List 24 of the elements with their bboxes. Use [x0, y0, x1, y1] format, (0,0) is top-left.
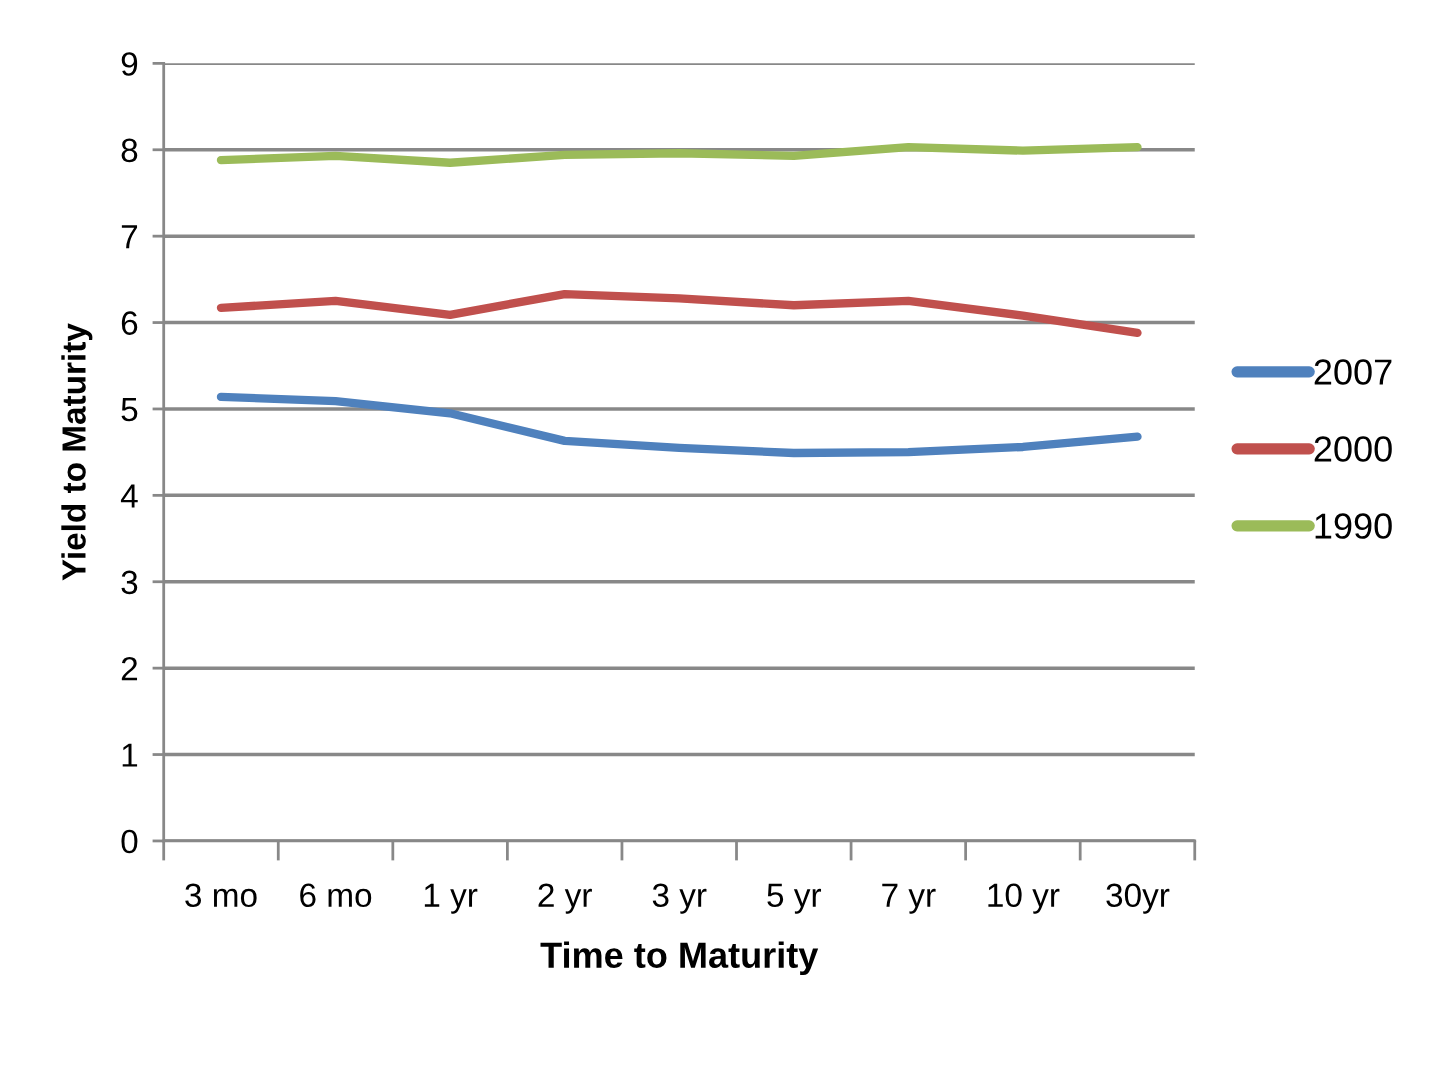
x-tick-label: 1 yr — [424, 883, 478, 914]
y-tick-label: 4 — [120, 484, 138, 508]
y-axis-title: Yield to Maturity — [61, 323, 93, 581]
y-tick-label: 7 — [121, 225, 138, 249]
x-tick-label: 3 mo — [185, 883, 257, 908]
x-tick-label: 30yr — [1106, 883, 1170, 914]
y-tick-label: 9 — [121, 52, 138, 76]
y-tick-label: 2 — [121, 656, 138, 681]
y-tick-label: 5 — [121, 398, 138, 422]
legend-label: 1990 — [1315, 513, 1392, 539]
x-tick-label: 5 yr — [767, 883, 822, 914]
x-tick-label: 10 yr — [988, 883, 1060, 914]
x-tick-label: 2 yr — [538, 883, 592, 914]
x-tick-label: 7 yr — [882, 883, 936, 914]
x-tick-label: 6 mo — [300, 883, 372, 908]
x-tick-label: 3 yr — [652, 883, 707, 914]
y-tick-label: 0 — [121, 829, 138, 854]
y-tick-label: 3 — [121, 570, 138, 595]
legend-label: 2000 — [1314, 436, 1392, 462]
y-tick-label: 1 — [122, 743, 138, 767]
y-tick-label: 8 — [121, 138, 138, 163]
y-tick-label: 6 — [121, 311, 138, 335]
legend-label: 2007 — [1314, 359, 1392, 385]
x-axis-title: Time to Maturity — [540, 941, 819, 976]
